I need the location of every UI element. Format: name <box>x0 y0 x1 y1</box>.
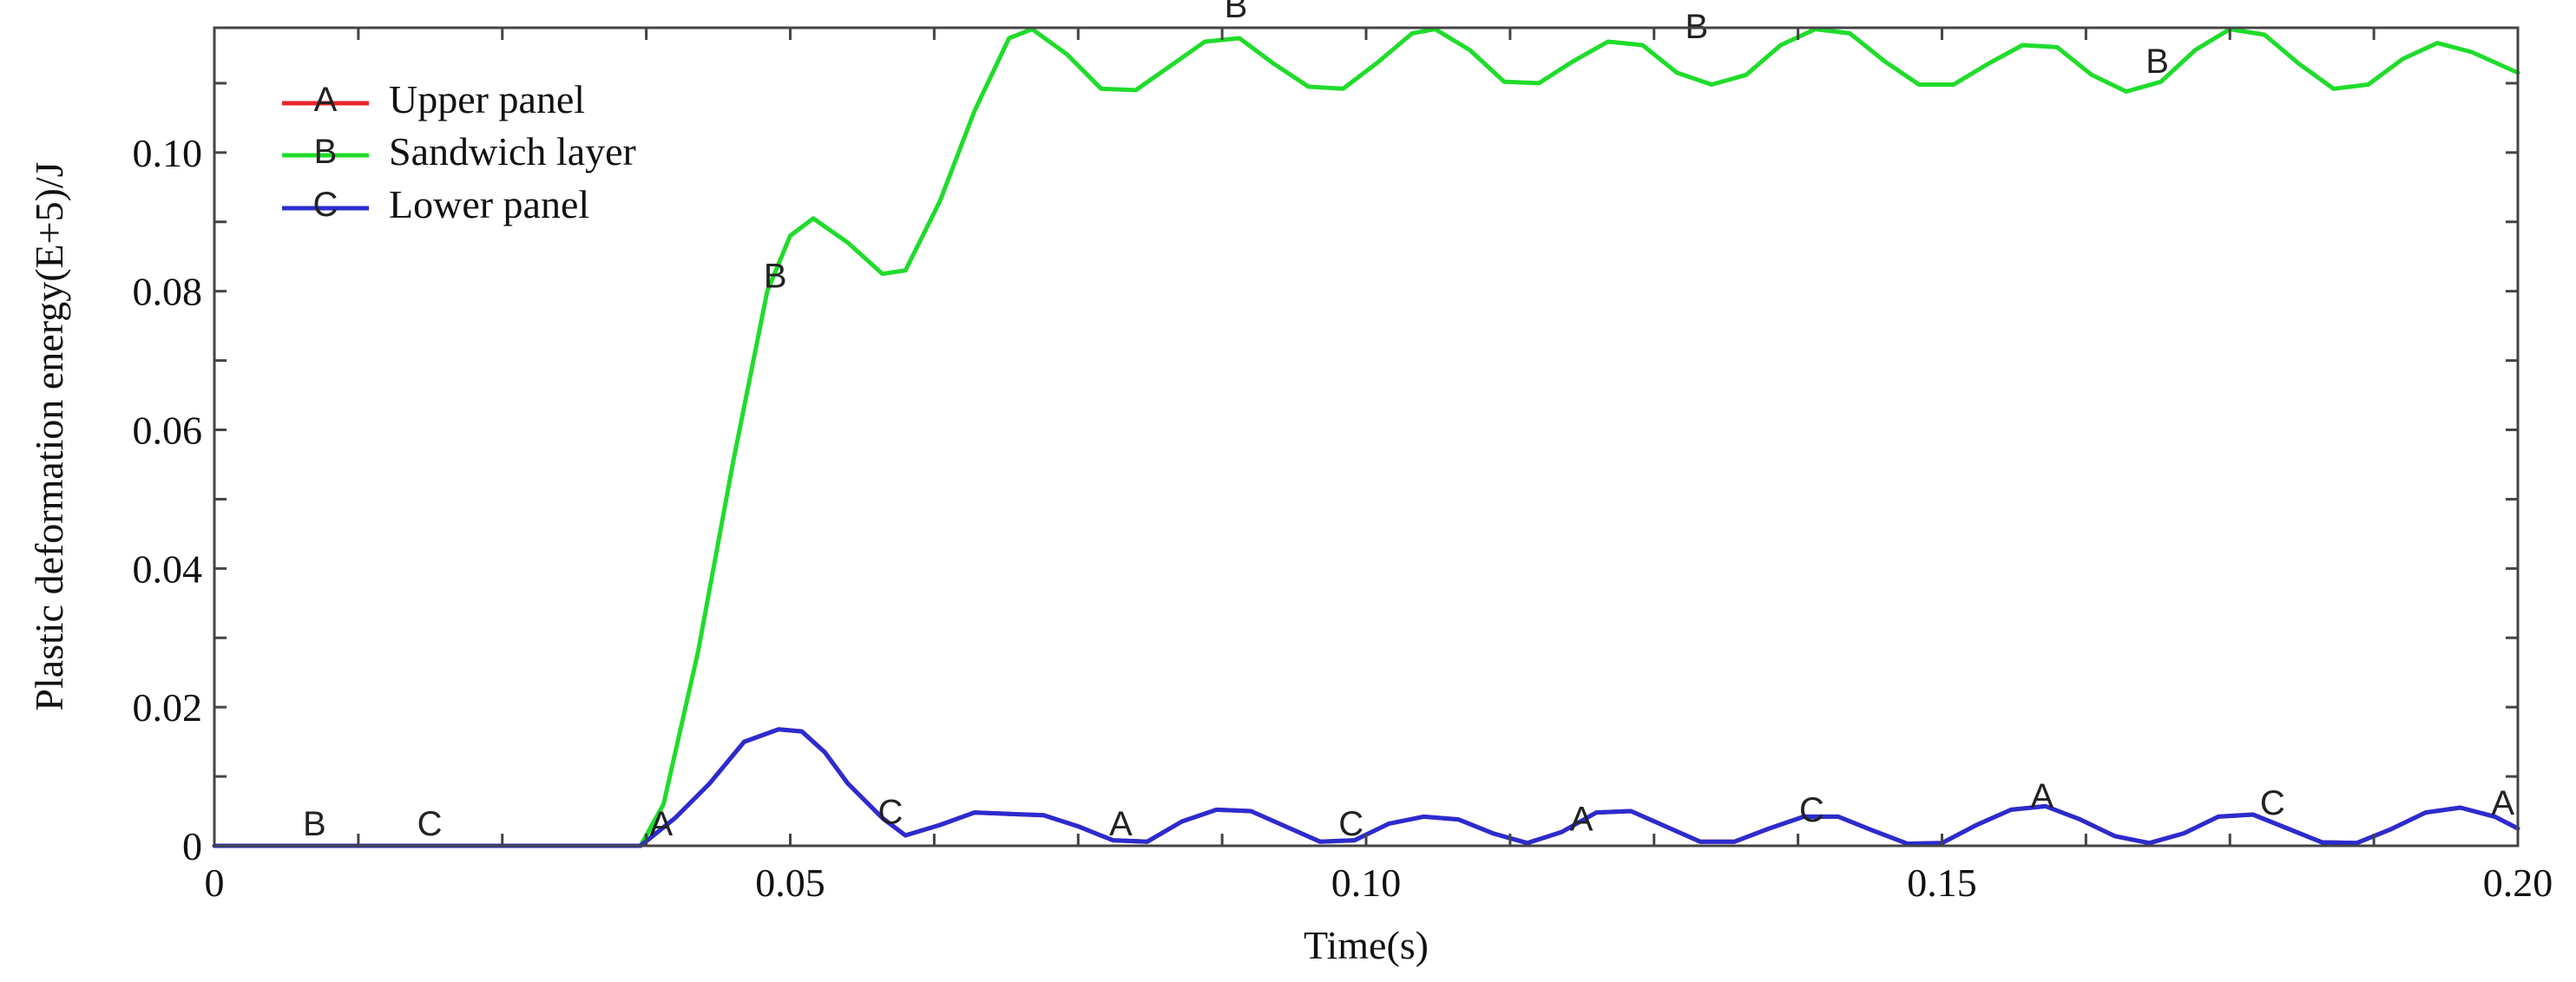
legend-label-sandwich-layer: Sandwich layer <box>389 129 636 173</box>
curve-marker-label: A <box>1570 800 1594 838</box>
curve-marker-label: B <box>303 805 326 843</box>
y-axis-label: Plastic deformation energy(E+5)/J <box>27 161 71 710</box>
y-tick-label: 0.02 <box>133 685 203 730</box>
legend-marker-lower-panel: C <box>313 186 338 224</box>
legend-item-sandwich-layer: B Sandwich layer <box>282 129 636 173</box>
x-tick-label: 0 <box>205 861 225 905</box>
curve-marker-label: C <box>1338 805 1364 843</box>
y-tick-label: 0.08 <box>133 270 203 314</box>
y-tick-label: 0.10 <box>133 131 203 175</box>
curve-marker-label: C <box>877 793 903 831</box>
y-tick-label: 0.06 <box>133 409 203 453</box>
legend: A Upper panel B Sandwich layer C Lower p… <box>282 77 636 226</box>
legend-item-upper-panel: A Upper panel <box>282 77 585 121</box>
legend-label-lower-panel: Lower panel <box>389 182 589 226</box>
curve-marker-label: C <box>417 805 443 843</box>
series-layer <box>212 27 2520 848</box>
x-tick-label: 0.15 <box>1907 861 1977 905</box>
curve-marker-label: B <box>2146 43 2169 81</box>
curve-marker-label: A <box>2031 777 2054 815</box>
legend-label-upper-panel: Upper panel <box>389 77 585 121</box>
legend-item-lower-panel: C Lower panel <box>282 182 589 226</box>
tick-layer: 0 0.05 0.10 0.15 0.20 0 0.02 0.04 0.06 0.08 0.10 <box>133 28 2553 905</box>
x-axis-label: Time(s) <box>1304 923 1429 967</box>
x-tick-label: 0.10 <box>1331 861 1402 905</box>
y-tick-label: 0 <box>182 824 202 868</box>
series-line-sandwich-layer <box>212 27 2520 848</box>
curve-marker-label: A <box>650 805 674 843</box>
curve-marker-label: B <box>764 258 787 296</box>
curve-marker-label: C <box>2260 784 2285 822</box>
y-tick-label: 0.04 <box>133 547 203 591</box>
curve-marker-label: C <box>1799 791 1824 829</box>
legend-marker-sandwich-layer: B <box>314 133 338 171</box>
legend-marker-upper-panel: A <box>314 81 338 119</box>
curve-marker-label: A <box>1109 805 1133 843</box>
series-line-lower-panel <box>212 727 2520 848</box>
x-tick-label: 0.05 <box>755 861 825 905</box>
curve-marker-label: A <box>2491 784 2514 822</box>
x-tick-label: 0.20 <box>2483 861 2553 905</box>
curve-marker-label: B <box>1225 0 1248 25</box>
